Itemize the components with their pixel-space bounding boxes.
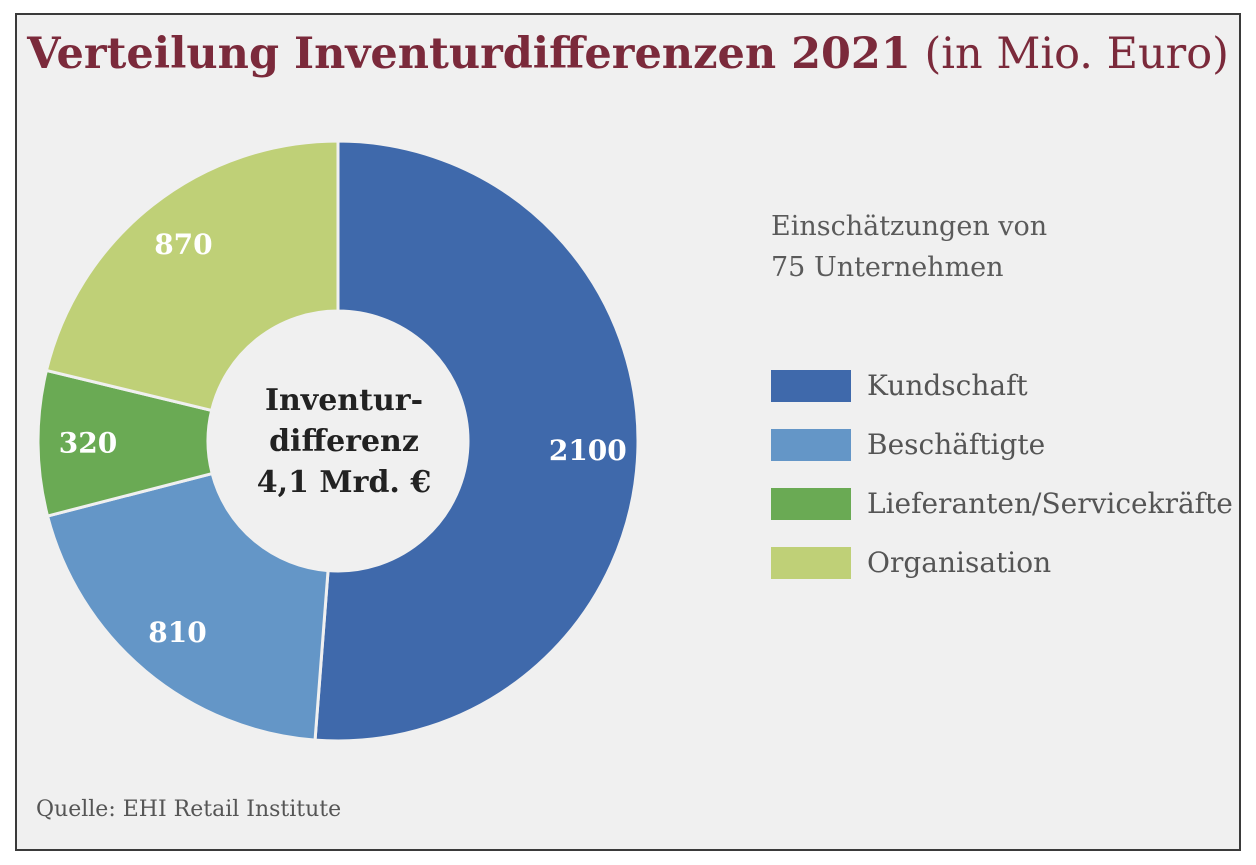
chart-title: Verteilung Inventurdifferenzen 2021 (in … — [0, 28, 1256, 80]
legend-label-beschaeftigte: Beschäftigte — [867, 428, 1046, 461]
donut-slice-label-4: 870 — [154, 228, 212, 261]
donut-slice-2 — [45, 471, 330, 742]
center-label-line-2: differenz — [269, 424, 419, 459]
legend-swatch-organisation — [771, 547, 851, 579]
legend-swatch-lieferanten — [771, 488, 851, 520]
subtitle-line-2: 75 Unternehmen — [771, 252, 1004, 283]
legend-swatch-kundschaft — [771, 370, 851, 402]
chart-title-main: Verteilung Inventurdifferenzen 2021 — [27, 29, 911, 79]
subtitle-line-1: Einschätzungen von — [771, 211, 1048, 242]
legend-swatch-beschaeftigte — [771, 429, 851, 461]
donut-slice-label-2: 810 — [148, 616, 206, 649]
donut-slice-4 — [44, 139, 340, 413]
center-label-line-3: 4,1 Mrd. € — [256, 465, 432, 500]
legend-label-lieferanten: Lieferanten/Servicekräfte — [867, 487, 1233, 520]
source-note: Quelle: EHI Retail Institute — [36, 797, 342, 822]
donut-slice-label-1: 2100 — [549, 434, 627, 467]
center-label-line-1: Inventur- — [264, 383, 424, 418]
legend-label-organisation: Organisation — [867, 546, 1052, 579]
chart-title-unit: (in Mio. Euro) — [924, 29, 1229, 79]
legend-label-kundschaft: Kundschaft — [867, 369, 1028, 402]
chart-subtitle: Einschätzungen von 75 Unternehmen — [771, 206, 1047, 288]
center-label: Inventur- differenz 4,1 Mrd. € — [214, 380, 474, 503]
donut-slice-label-3: 320 — [59, 426, 117, 459]
donut-slice-1 — [313, 139, 640, 743]
